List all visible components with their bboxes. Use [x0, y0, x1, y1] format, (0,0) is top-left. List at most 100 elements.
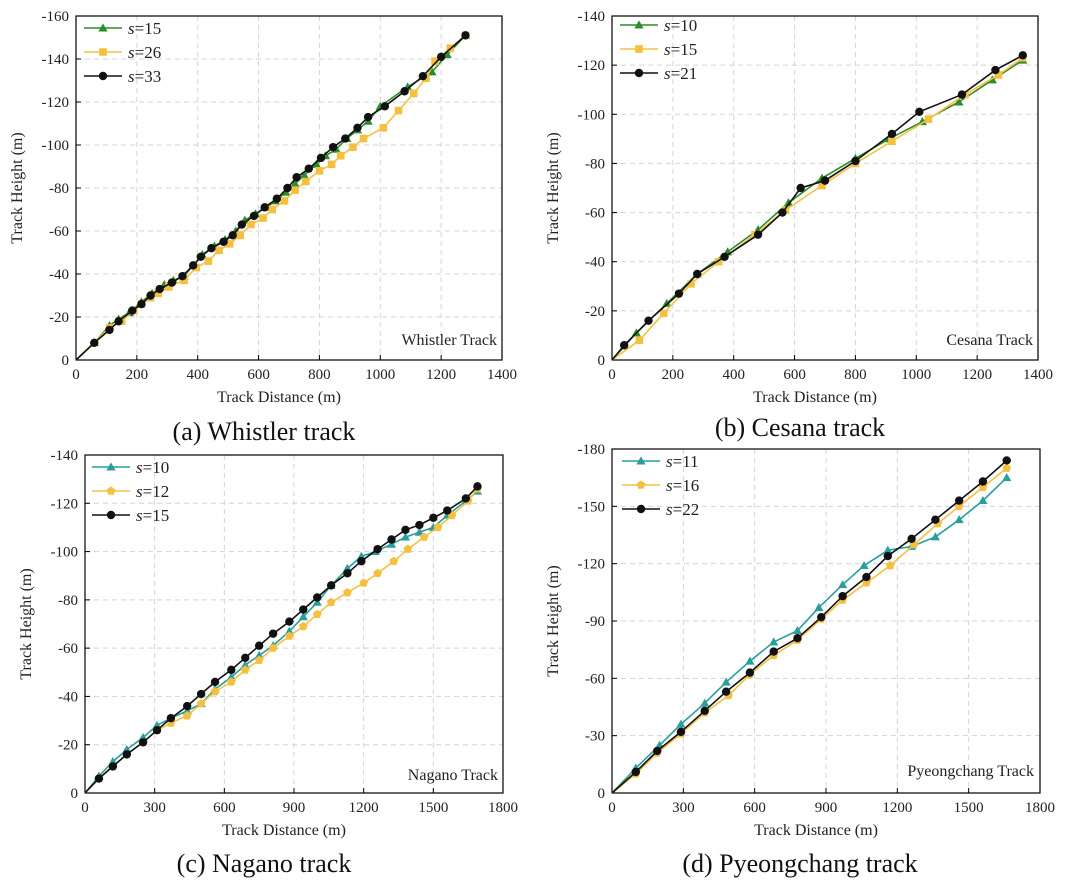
data-point — [301, 177, 310, 186]
data-point — [313, 593, 322, 602]
data-point — [363, 112, 373, 122]
series-line — [611, 59, 1024, 361]
chart-b: 0 200 400 600 800 1000 1200 1400 0 -20 -40 -60 -80 -1… — [545, 9, 1053, 442]
y-tick-label: -100 — [578, 107, 606, 123]
legend-marker — [636, 456, 646, 465]
data-point — [254, 655, 264, 664]
series-b-1 — [611, 53, 1027, 361]
data-point — [182, 706, 192, 715]
legend-label: s=11 — [666, 452, 699, 471]
x-axis-title: Track Distance (m) — [754, 822, 878, 839]
y-tick-label: -140 — [51, 448, 79, 464]
data-point — [272, 194, 282, 203]
data-point — [359, 134, 368, 143]
legend-marker — [634, 20, 644, 29]
track-annotation: Cesana Track — [946, 332, 1033, 349]
data-point — [182, 701, 192, 711]
x-tick-label: 300 — [672, 800, 695, 816]
data-point — [1002, 463, 1012, 472]
x-tick-label: 0 — [81, 800, 89, 816]
x-tick-label: 600 — [743, 800, 766, 816]
y-tick-label: 0 — [598, 786, 606, 802]
data-point — [433, 522, 443, 532]
y-tick-label: -20 — [49, 310, 69, 326]
data-point — [236, 231, 245, 240]
x-tick-label: 1400 — [487, 367, 517, 383]
data-point — [327, 160, 336, 169]
legend-marker — [99, 48, 107, 56]
data-point — [215, 246, 223, 255]
x-tick-label: 200 — [662, 367, 685, 383]
data-point — [954, 496, 964, 505]
data-point — [359, 578, 369, 587]
data-point — [188, 261, 198, 270]
data-point — [753, 230, 763, 239]
data-point — [859, 560, 869, 570]
data-point — [311, 159, 321, 168]
y-axis-title: Track Height (m) — [9, 132, 26, 243]
data-point — [818, 181, 826, 190]
data-point — [90, 338, 99, 347]
data-point — [820, 176, 830, 185]
y-axis-title: Track Height (m) — [18, 568, 35, 679]
data-point — [400, 87, 409, 96]
y-tick-label: -120 — [42, 95, 70, 111]
data-point — [978, 496, 988, 505]
data-point — [887, 129, 897, 139]
data-point — [721, 687, 731, 696]
data-point — [290, 179, 300, 188]
series-d-2 — [611, 456, 1011, 794]
data-point — [165, 283, 173, 291]
data-point — [227, 665, 236, 675]
data-point — [291, 186, 299, 194]
data-point — [316, 153, 326, 163]
legend-marker — [106, 462, 116, 471]
legend-marker — [98, 23, 108, 32]
x-tick-label: 400 — [186, 367, 209, 383]
y-tick-label: -40 — [58, 689, 78, 705]
series-line — [84, 490, 479, 794]
data-point — [219, 237, 228, 246]
data-point — [137, 299, 146, 309]
legend-label: s=12 — [136, 482, 169, 501]
data-point — [343, 569, 352, 578]
data-point — [954, 515, 964, 524]
data-point — [182, 711, 192, 720]
legend-marker — [98, 71, 108, 81]
data-point — [461, 31, 470, 40]
data-point — [954, 97, 964, 106]
series-line — [84, 485, 479, 794]
data-point — [429, 513, 438, 522]
track-annotation: Nagano Track — [408, 767, 498, 784]
data-point — [357, 557, 366, 566]
data-point — [793, 634, 802, 643]
x-tick-label: 600 — [213, 800, 236, 816]
data-point — [386, 539, 397, 548]
x-axis-title: Track Distance (m) — [222, 822, 346, 839]
data-point — [210, 677, 220, 687]
data-point — [700, 706, 709, 716]
data-point — [114, 317, 123, 326]
data-point — [778, 208, 787, 217]
data-point — [196, 699, 206, 708]
track-annotation: Pyeongchang Track — [907, 763, 1034, 780]
y-tick-label: -80 — [585, 156, 605, 172]
data-point — [312, 597, 322, 606]
data-point — [403, 544, 413, 553]
data-point — [225, 240, 234, 248]
data-point — [226, 672, 236, 681]
data-point — [851, 156, 860, 166]
data-point — [167, 278, 177, 287]
legend-label: s=26 — [128, 43, 161, 62]
data-point — [353, 123, 362, 132]
data-point — [268, 629, 278, 638]
legend-label: s=10 — [664, 16, 697, 35]
data-point — [196, 689, 206, 699]
data-point — [196, 252, 205, 261]
data-point — [687, 280, 695, 288]
data-point — [978, 477, 988, 486]
y-tick-label: -60 — [58, 641, 78, 657]
y-tick-label: -90 — [585, 614, 605, 630]
y-tick-label: -60 — [585, 206, 605, 222]
data-point — [180, 276, 188, 285]
